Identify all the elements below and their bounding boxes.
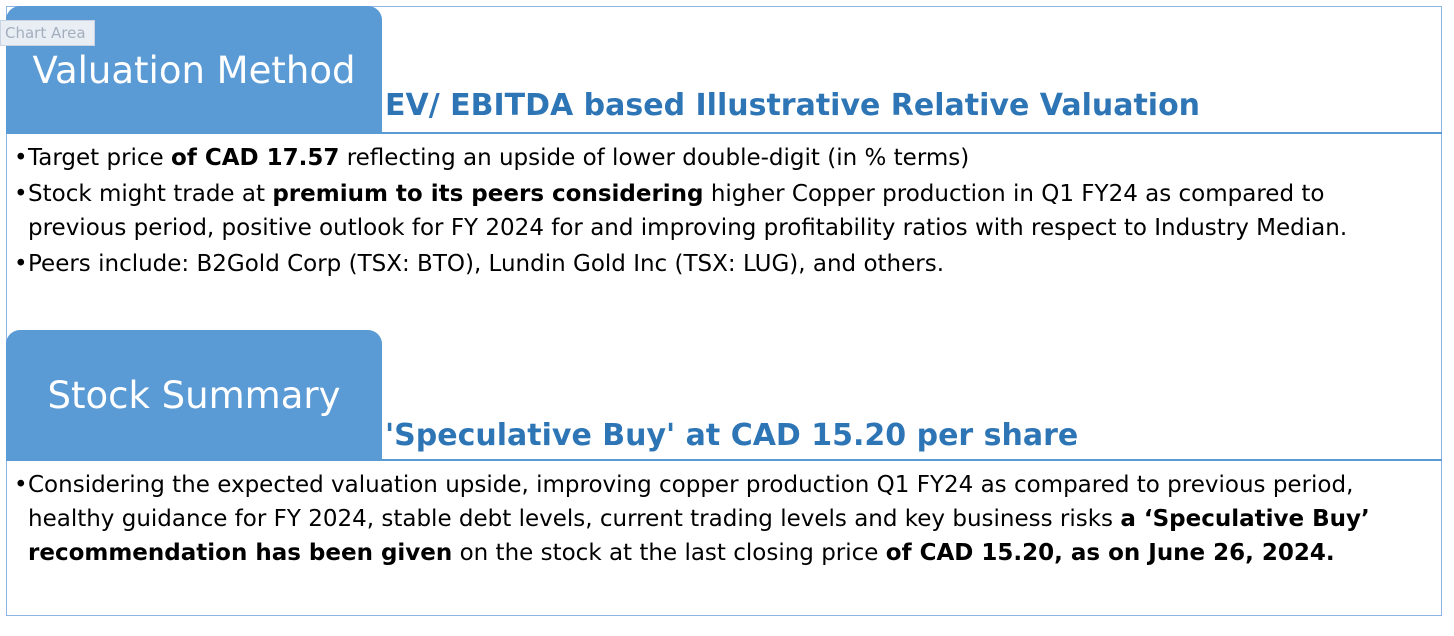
stock-summary-header: Stock Summary: [6, 330, 382, 460]
bullet-icon: •: [14, 472, 28, 498]
bullet-text: Peers include: B2Gold Corp (TSX: BTO), L…: [28, 251, 945, 277]
section-divider: [6, 459, 1442, 461]
bullet-icon: •: [14, 251, 28, 277]
bullet-bold-text: premium to its peers considering: [272, 181, 704, 207]
bullet-text: Target price: [28, 145, 172, 171]
bullet-item: • Target price of CAD 17.57 reflecting a…: [14, 141, 1414, 175]
bullet-bold-text: of CAD 15.20, as on June 26, 2024.: [885, 540, 1335, 566]
bullet-text: Considering the expected valuation upsid…: [28, 472, 1354, 532]
section-divider: [6, 132, 1442, 134]
valuation-method-title: Valuation Method: [32, 48, 356, 92]
bullet-text: on the stock at the last closing price: [452, 540, 886, 566]
bullet-bold-text: of CAD 17.57: [171, 145, 340, 171]
bullet-item: • Stock might trade at premium to its pe…: [14, 177, 1414, 245]
summary-subtitle: 'Speculative Buy' at CAD 15.20 per share: [385, 418, 1079, 453]
bullet-item: • Peers include: B2Gold Corp (TSX: BTO),…: [14, 247, 1414, 281]
bullet-icon: •: [14, 145, 28, 171]
bullet-text: higher Copper production in Q1 FY24 as c…: [28, 181, 1348, 241]
summary-bullets: • Considering the expected valuation ups…: [14, 468, 1414, 572]
bullet-item: • Considering the expected valuation ups…: [14, 468, 1414, 570]
valuation-subtitle: EV/ EBITDA based Illustrative Relative V…: [385, 88, 1201, 123]
bullet-text: reflecting an upside of lower double-dig…: [339, 145, 970, 171]
bullet-icon: •: [14, 181, 28, 207]
valuation-bullets: • Target price of CAD 17.57 reflecting a…: [14, 141, 1414, 283]
chart-area-tooltip: Chart Area: [0, 20, 95, 46]
bullet-bold-text: a ‘Speculative Buy’ recommendation has b…: [28, 506, 1370, 566]
bullet-text: Stock might trade at: [28, 181, 273, 207]
stock-summary-title: Stock Summary: [47, 373, 341, 417]
